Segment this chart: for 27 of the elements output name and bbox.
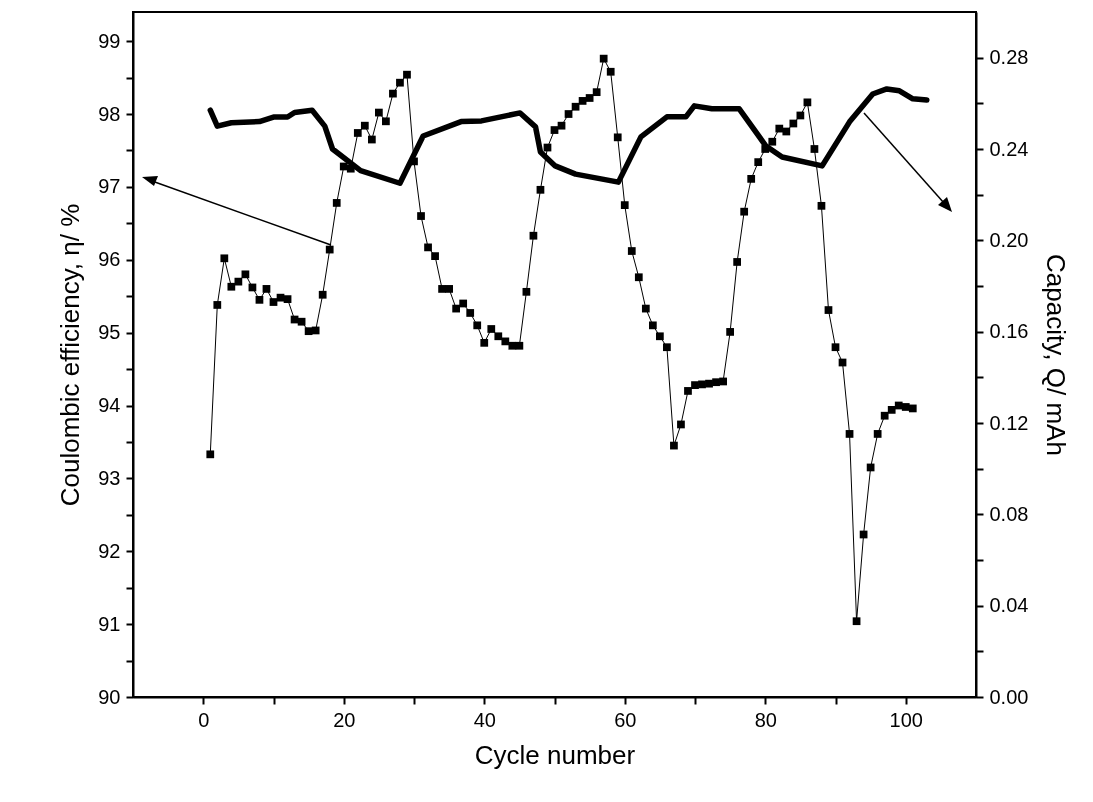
y-tick-label: 99 <box>98 29 121 52</box>
y-axis-title: Coulombic efficiency, η/ % <box>55 203 86 507</box>
y2-tick-label: 0.24 <box>989 137 1029 160</box>
y2-tick-label: 0.00 <box>989 685 1029 708</box>
y-tick-label: 95 <box>98 321 121 344</box>
x-tick-label: 0 <box>198 708 210 731</box>
y-tick-label: 98 <box>98 102 121 125</box>
y2-tick-label: 0.08 <box>989 502 1029 525</box>
y-tick-label: 93 <box>98 466 121 489</box>
y2-axis-title: Capacity, Q/ mAh <box>1041 254 1072 456</box>
x-axis-title: Cycle number <box>474 739 636 770</box>
y2-tick-label: 0.28 <box>989 46 1029 69</box>
y-tick-label: 90 <box>98 685 121 708</box>
x-tick-label: 80 <box>754 708 777 731</box>
y-tick-label: 97 <box>98 175 121 198</box>
y2-tick-label: 0.20 <box>989 228 1029 251</box>
y-tick-label: 94 <box>98 394 121 417</box>
x-tick-label: 40 <box>473 708 496 731</box>
y-tick-label: 96 <box>98 248 121 271</box>
y-tick-label: 91 <box>98 612 121 635</box>
x-tick-label: 20 <box>333 708 356 731</box>
y2-tick-label: 0.04 <box>989 594 1029 617</box>
y2-tick-label: 0.12 <box>989 411 1029 434</box>
x-tick-label: 100 <box>889 708 923 731</box>
y-tick-label: 92 <box>98 539 121 562</box>
x-tick-label: 60 <box>614 708 637 731</box>
y2-tick-label: 0.16 <box>989 320 1029 343</box>
